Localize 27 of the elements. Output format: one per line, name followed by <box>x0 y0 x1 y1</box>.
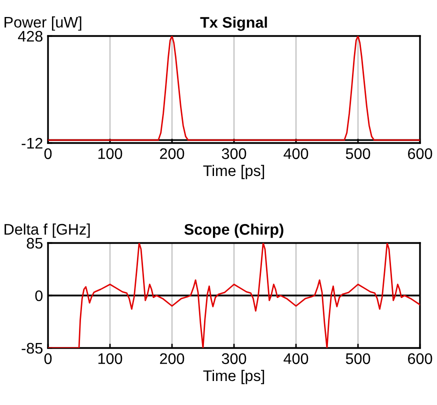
x-tick-label: 400 <box>284 353 308 364</box>
x-tick-label: 500 <box>346 353 370 364</box>
y-axis-title: Delta f [GHz] <box>4 224 90 238</box>
y-tick-label: 0 <box>35 290 43 302</box>
x-axis-title: Time [ps] <box>203 164 264 180</box>
x-tick-label: 600 <box>408 353 432 364</box>
y-tick-label: 428 <box>18 30 42 42</box>
x-tick-label: 100 <box>98 148 122 160</box>
x-tick-label: 0 <box>44 148 52 160</box>
x-tick-label: 600 <box>408 148 432 160</box>
x-tick-label: 500 <box>346 148 370 160</box>
y-tick-label: -85 <box>22 342 42 354</box>
line-series <box>48 36 420 141</box>
line-series <box>48 243 420 348</box>
x-tick-label: 100 <box>98 353 122 364</box>
chart-title: Scope (Chirp) <box>184 224 284 238</box>
y-tick-label: 85 <box>26 238 42 249</box>
x-tick-label: 400 <box>284 148 308 160</box>
x-tick-label: 0 <box>44 353 52 364</box>
y-axis-title: Power [uW] <box>4 16 82 31</box>
x-tick-label: 300 <box>222 148 246 160</box>
y-tick-label: -12 <box>22 138 42 149</box>
x-axis-title: Time [ps] <box>203 370 264 384</box>
x-tick-label: 300 <box>222 353 246 364</box>
x-tick-label: 200 <box>160 148 184 160</box>
x-tick-label: 200 <box>160 353 184 364</box>
chart-title: Tx Signal <box>200 16 267 31</box>
